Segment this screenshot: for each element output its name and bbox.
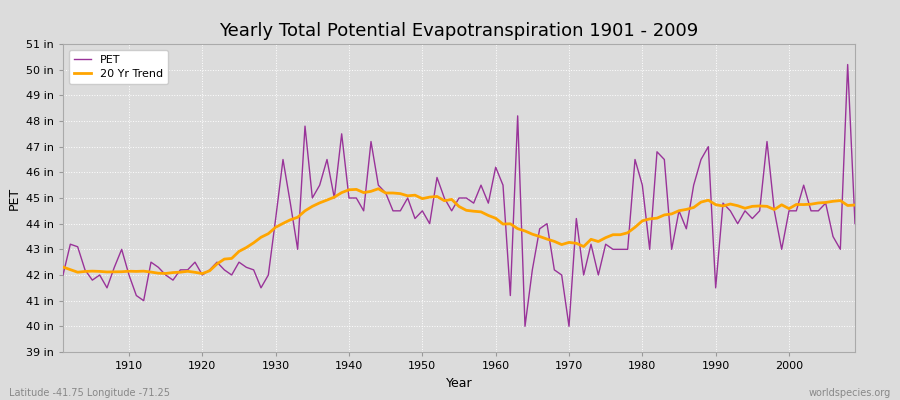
PET (58, 273, 68, 278)
20 Yr Trend (285, 218, 296, 222)
PET (277, 157, 288, 162)
X-axis label: Year: Year (446, 376, 472, 390)
Text: Latitude -41.75 Longitude -71.25: Latitude -41.75 Longitude -71.25 (9, 388, 170, 398)
PET (321, 157, 332, 162)
20 Yr Trend (116, 269, 127, 274)
Text: worldspecies.org: worldspecies.org (809, 388, 891, 398)
Title: Yearly Total Potential Evapotranspiration 1901 - 2009: Yearly Total Potential Evapotranspiratio… (220, 22, 698, 40)
Line: 20 Yr Trend: 20 Yr Trend (63, 189, 855, 274)
PET (850, 221, 860, 226)
20 Yr Trend (498, 222, 508, 226)
20 Yr Trend (593, 239, 604, 244)
PET (586, 242, 597, 246)
20 Yr Trend (373, 186, 383, 191)
PET (491, 165, 501, 170)
20 Yr Trend (505, 221, 516, 226)
20 Yr Trend (328, 195, 339, 200)
20 Yr Trend (850, 203, 860, 208)
Line: PET: PET (63, 64, 855, 326)
Legend: PET, 20 Yr Trend: PET, 20 Yr Trend (68, 50, 168, 84)
20 Yr Trend (197, 271, 208, 276)
Y-axis label: PET: PET (7, 186, 21, 210)
20 Yr Trend (58, 265, 68, 270)
PET (519, 324, 530, 329)
PET (842, 62, 853, 67)
PET (483, 201, 494, 206)
PET (116, 247, 127, 252)
